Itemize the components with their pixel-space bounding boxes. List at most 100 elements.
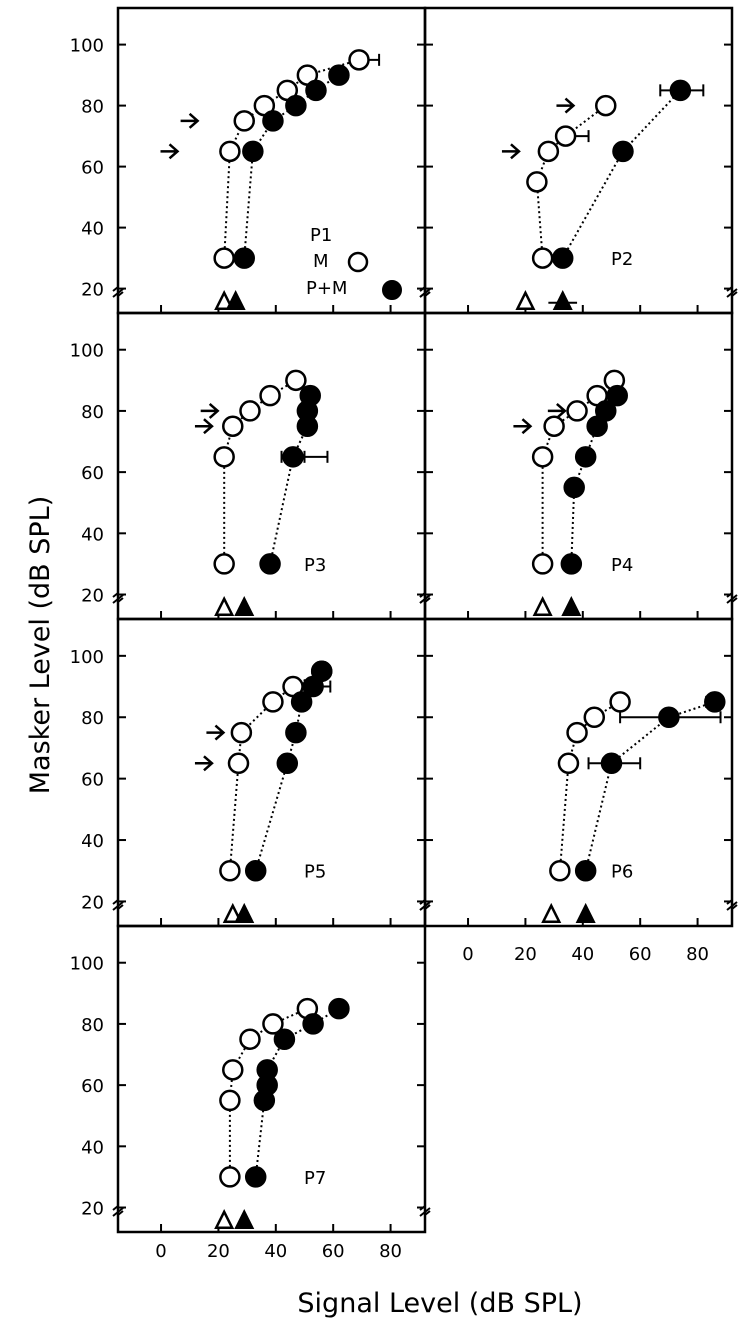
arrow-marker [556, 97, 576, 114]
filled-circle-point [658, 706, 680, 728]
filled-circle-point [276, 752, 299, 775]
series-m [213, 369, 307, 575]
filled-circle-point [704, 691, 726, 713]
open-circle-point [557, 752, 580, 775]
open-circle-point [219, 1089, 241, 1112]
threshold-filled-triangle [225, 290, 246, 311]
arrow-marker [180, 112, 200, 129]
panel-label: P3 [304, 555, 326, 576]
open-circle-point [230, 721, 253, 744]
open-circle-point [609, 691, 631, 713]
threshold-filled-triangle [234, 595, 255, 617]
panel-label: P5 [304, 862, 326, 883]
y-tick-label: 80 [81, 708, 104, 729]
y-tick-label: 40 [81, 1137, 104, 1158]
series-pm [244, 997, 350, 1188]
open-circle-point [566, 400, 588, 422]
panels: 20 40 60 80 100 P2 20 40 60 80 100 P3 P4 20 40 60 80 100 P… [70, 6, 738, 1262]
legend: P1 M P+M [306, 225, 402, 300]
y-tick-label: 80 [81, 97, 104, 118]
panel-frame [423, 617, 734, 928]
open-circle-point [259, 384, 281, 407]
series-m [531, 369, 626, 575]
filled-circle-point [328, 997, 350, 1020]
legend-marker-pm [382, 280, 402, 300]
arrow-marker [206, 724, 226, 741]
panel-label: P6 [611, 862, 633, 883]
filled-circle-point [328, 64, 350, 86]
open-circle-point [543, 415, 565, 437]
axis-break-left [112, 592, 124, 604]
series-pm [574, 691, 726, 882]
filled-circle-point [244, 1166, 267, 1188]
open-circle-point [566, 721, 588, 744]
filled-circle-point [669, 79, 692, 102]
filled-circle-point [600, 752, 623, 775]
open-circle-point [549, 859, 571, 882]
open-circle-point [537, 140, 560, 163]
panel-p5: 20 40 60 80 100 P5 [70, 617, 431, 928]
filled-circle-point [244, 859, 267, 882]
series-pm [244, 660, 333, 882]
series-line [584, 700, 716, 871]
series-pm [551, 79, 705, 269]
threshold-open-triangle [541, 902, 562, 923]
open-circle-point [595, 94, 617, 117]
axis-break-left [112, 286, 124, 298]
x-tick-label: 60 [629, 944, 652, 965]
x-tick-label: 0 [155, 1241, 166, 1262]
open-circle-point [213, 446, 235, 468]
filled-circle-point [563, 476, 585, 499]
y-axis-title: Masker Level (dB SPL) [25, 496, 56, 795]
axis-break-left [419, 286, 431, 298]
open-circle-point [262, 1013, 284, 1035]
y-tick-label: 80 [81, 402, 104, 423]
panel-frame [423, 6, 734, 315]
filled-circle-point [574, 446, 597, 468]
y-tick-label: 40 [81, 831, 104, 852]
panel-p3: 20 40 60 80 100 P3 [70, 311, 431, 621]
filled-circle-point [551, 247, 574, 269]
filled-circle-point [273, 1028, 296, 1050]
legend-marker-m [347, 251, 369, 273]
y-tick-label: 60 [81, 770, 104, 791]
y-tick-label: 100 [70, 954, 104, 975]
threshold-open-triangle [214, 595, 235, 617]
filled-circle-point [285, 94, 307, 117]
filled-circle-point [259, 553, 281, 575]
series-line [228, 670, 323, 871]
filled-circle-point [242, 140, 264, 163]
threshold-open-triangle [532, 595, 553, 617]
y-tick-label: 40 [81, 524, 104, 545]
arrow-marker [547, 402, 567, 419]
filled-circle-point [310, 660, 333, 682]
filled-circle-point [302, 1013, 324, 1035]
y-tick-label: 20 [81, 586, 104, 607]
arrow-marker [194, 418, 214, 435]
threshold-filled-triangle [234, 902, 255, 923]
threshold-open-triangle [214, 290, 235, 311]
series-m [526, 94, 617, 269]
y-tick-label: 60 [81, 463, 104, 484]
open-circle-point [583, 706, 606, 728]
panel-p4: P4 [419, 311, 738, 621]
open-circle-point [213, 553, 235, 575]
y-tick-label: 20 [81, 1199, 104, 1220]
series-line [570, 395, 619, 564]
filled-circle-point [282, 446, 304, 468]
filled-circle-point [560, 553, 583, 575]
axis-break-left [112, 899, 124, 911]
threshold-open-triangle [515, 290, 536, 311]
threshold-filled-triangle [575, 902, 596, 923]
arrow-marker [200, 402, 220, 419]
y-tick-label: 60 [81, 1076, 104, 1097]
y-tick-label: 60 [81, 158, 104, 179]
open-circle-point [222, 1059, 244, 1081]
series-pm [233, 64, 350, 269]
y-tick-label: 100 [70, 341, 104, 362]
threshold-filled-triangle [234, 1208, 255, 1230]
panel-label: P4 [611, 555, 633, 576]
open-circle-point [554, 125, 577, 147]
y-tick-label: 100 [70, 647, 104, 668]
